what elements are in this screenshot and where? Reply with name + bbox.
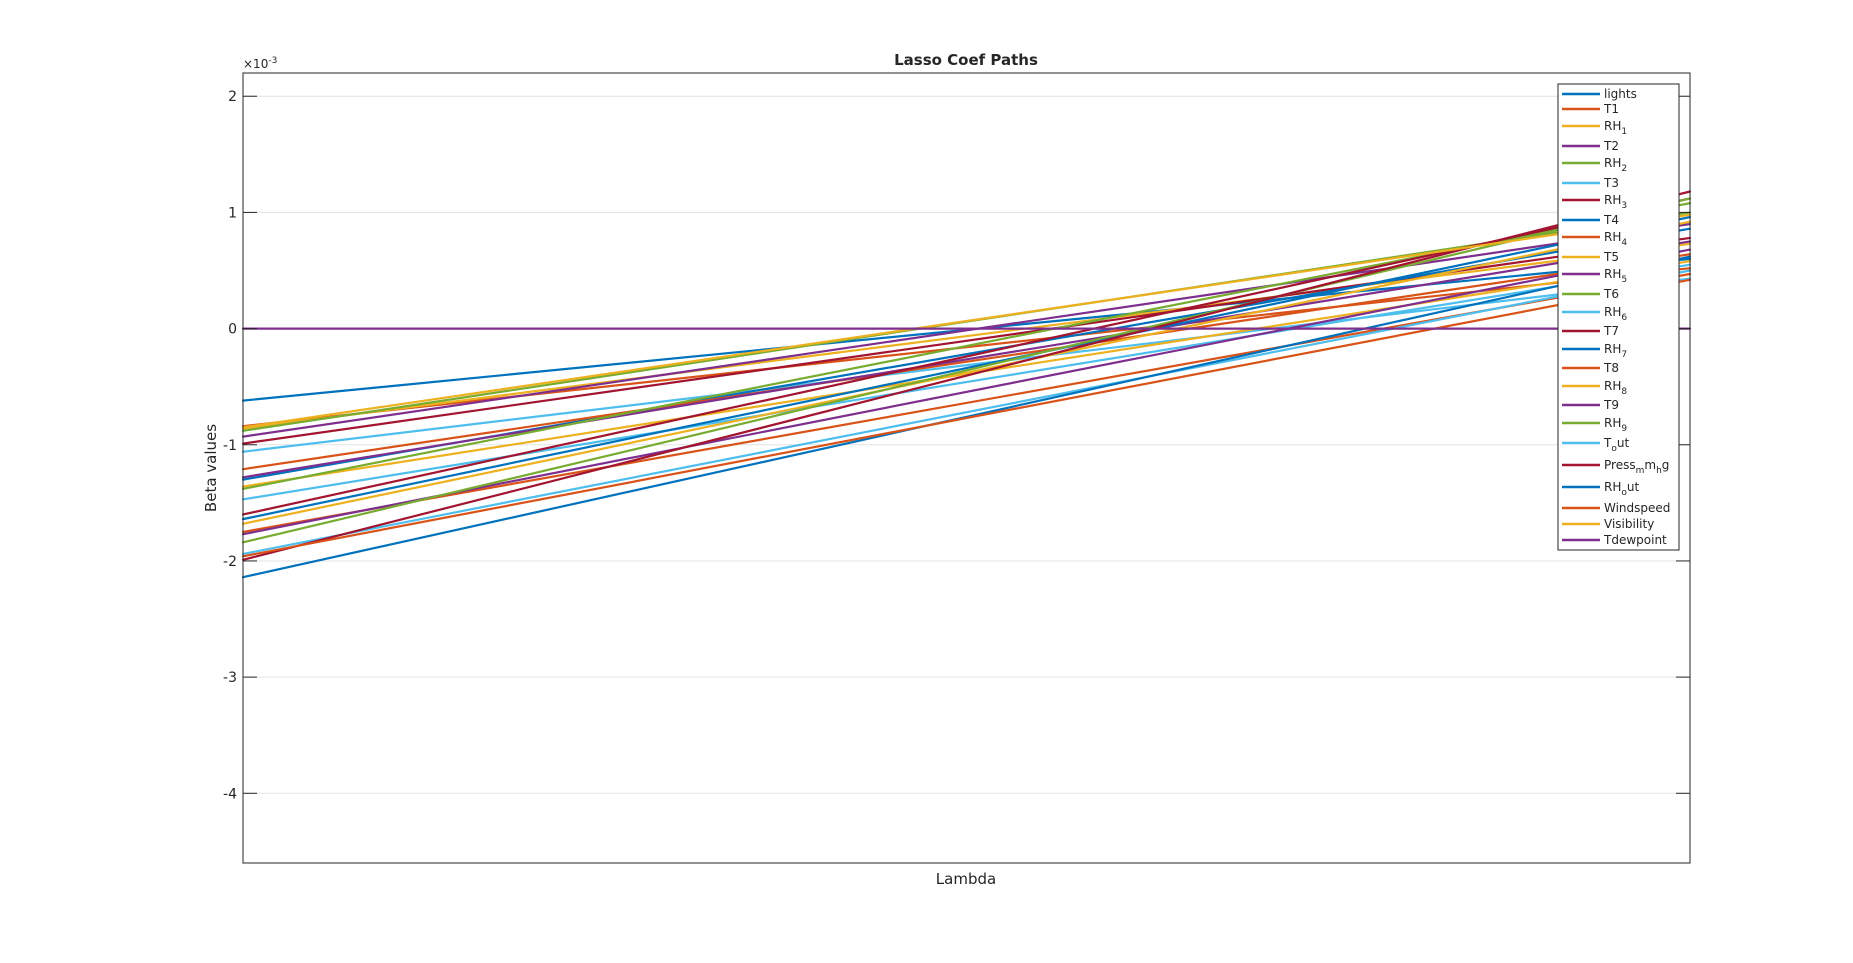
- y-tick-label: -4: [223, 786, 237, 802]
- legend-label-lights: lights: [1604, 87, 1637, 101]
- legend-label-windspeed: Windspeed: [1604, 501, 1670, 515]
- legend-label-t5: T5: [1603, 250, 1619, 264]
- series-line-rh-out: [241, 255, 1692, 579]
- y-tick-label: -2: [223, 554, 237, 570]
- y-tick-label: -1: [223, 438, 237, 454]
- legend-label-t7: T7: [1603, 324, 1619, 338]
- legend-label-rh-3: RH3: [1604, 193, 1627, 211]
- legend-label-rh-9: RH9: [1604, 416, 1627, 434]
- series-line-rh-9: [241, 197, 1692, 544]
- series-line-windspeed: [241, 278, 1692, 558]
- chart-title: Lasso Coef Paths: [894, 51, 1038, 69]
- series-line-rh-4: [241, 253, 1692, 471]
- legend-label-visibility: Visibility: [1604, 517, 1654, 531]
- series-line-rh-7: [241, 215, 1692, 521]
- legend-label-t9: T9: [1603, 398, 1619, 412]
- legend-label-t1: T1: [1603, 102, 1619, 116]
- series-line-t-out: [241, 269, 1692, 556]
- legend-label-rh-2: RH2: [1604, 156, 1627, 174]
- y-exponent-label: ×10-3: [243, 56, 277, 71]
- y-tick-label: 2: [228, 89, 237, 105]
- legend-box: [1557, 83, 1680, 551]
- legend-label-press-mm-hg: Pressmmhg: [1604, 458, 1669, 476]
- series-line-t5: [241, 260, 1692, 488]
- legend-label-rh-4: RH4: [1604, 230, 1627, 248]
- series-line-t1: [241, 267, 1692, 428]
- legend-label-t8: T8: [1603, 361, 1619, 375]
- series-lines: [241, 190, 1692, 579]
- y-ticks: 2 1 0 -1 -2 -3 -4: [223, 89, 1690, 802]
- series-line-t3: [241, 277, 1692, 453]
- y-axis-label: Beta values: [202, 424, 220, 512]
- legend-label-rh-7: RH7: [1604, 342, 1627, 360]
- series-line-rh-1: [241, 242, 1692, 430]
- legend-label-rh-8: RH8: [1604, 379, 1627, 397]
- x-axis-label: Lambda: [936, 870, 996, 888]
- legend-label-t2: T2: [1603, 139, 1619, 153]
- series-line-visibility: [241, 213, 1692, 429]
- series-line-press-mm-hg: [241, 190, 1692, 561]
- y-tick-label: 0: [228, 322, 237, 338]
- series-line-t9: [241, 248, 1692, 536]
- legend-label-rh-5: RH5: [1604, 267, 1627, 285]
- series-line-rh-5: [241, 240, 1692, 479]
- series-line-rh-6: [241, 263, 1692, 501]
- legend-label-t6: T6: [1603, 287, 1619, 301]
- legend-label-rh-6: RH6: [1604, 305, 1627, 323]
- legend-label-t3: T3: [1603, 176, 1619, 190]
- legend-label-t4: T4: [1603, 213, 1619, 227]
- legend-label-t-out: Tout: [1603, 436, 1629, 454]
- y-tick-label: -3: [223, 670, 237, 686]
- legend-label-rh-out: RHout: [1604, 480, 1639, 498]
- y-tick-label: 1: [228, 205, 237, 221]
- series-line-t2: [241, 222, 1692, 438]
- legend-label-rh-1: RH1: [1604, 119, 1627, 137]
- legend-label-tdewpoint: Tdewpoint: [1603, 533, 1667, 547]
- series-line-rh-8: [241, 220, 1692, 525]
- axes-box: [242, 72, 1691, 864]
